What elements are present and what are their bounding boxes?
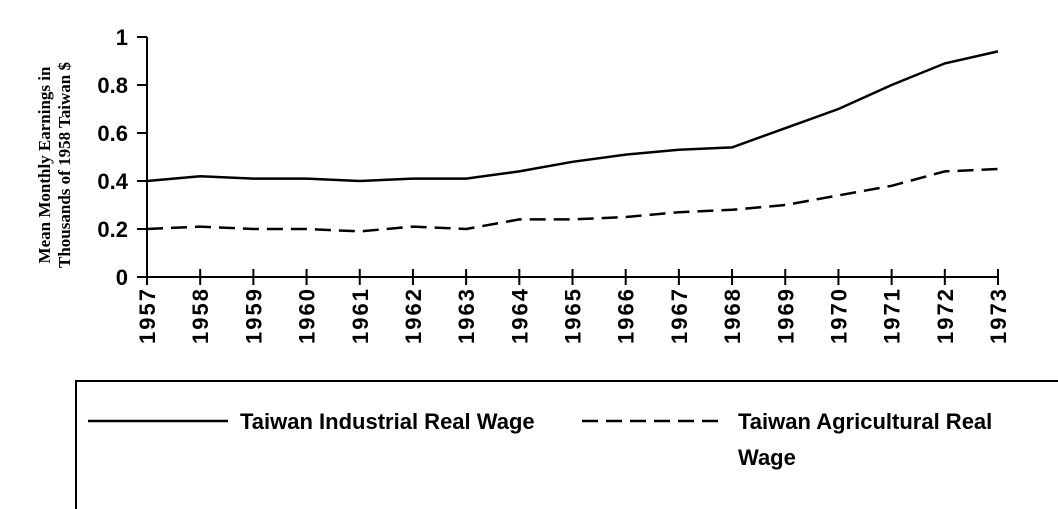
y-tick-label: 0.8 [97,73,128,98]
x-tick-label: 1960 [295,287,320,344]
data-line [146,50,999,183]
legend-box [75,380,1058,509]
y-axis-label: Thousands of 1958 Taiwan $ [55,62,74,268]
x-tick-label: 1962 [401,287,426,344]
y-axis-label: Mean Monthly Earnings in [35,66,54,263]
y-tick-label: 0.4 [97,169,128,194]
y-tick-label: 1 [116,25,128,50]
x-tick-label: 1958 [188,287,213,344]
x-tick-label: 1957 [135,287,160,344]
x-tick-label: 1971 [880,287,905,344]
x-tick-label: 1964 [507,287,532,344]
x-tick-label: 1961 [348,287,373,344]
x-tick-label: 1970 [826,287,851,344]
x-tick-label: 1967 [667,287,692,344]
y-tick-label: 0 [116,265,128,290]
x-tick-label: 1972 [933,287,958,344]
y-tick-label: 0.2 [97,217,128,242]
legend-label: Taiwan Industrial Real Wage [240,409,535,434]
x-tick-label: 1959 [241,287,266,344]
x-tick-label: 1973 [986,287,1011,344]
x-tick-label: 1969 [773,287,798,344]
x-tick-label: 1968 [720,287,745,344]
x-tick-label: 1963 [454,287,479,344]
x-tick-label: 1965 [561,287,586,344]
legend-label: Taiwan Agricultural Real Wage [738,409,993,470]
x-tick-label: 1966 [614,287,639,344]
y-tick-label: 0.6 [97,121,128,146]
